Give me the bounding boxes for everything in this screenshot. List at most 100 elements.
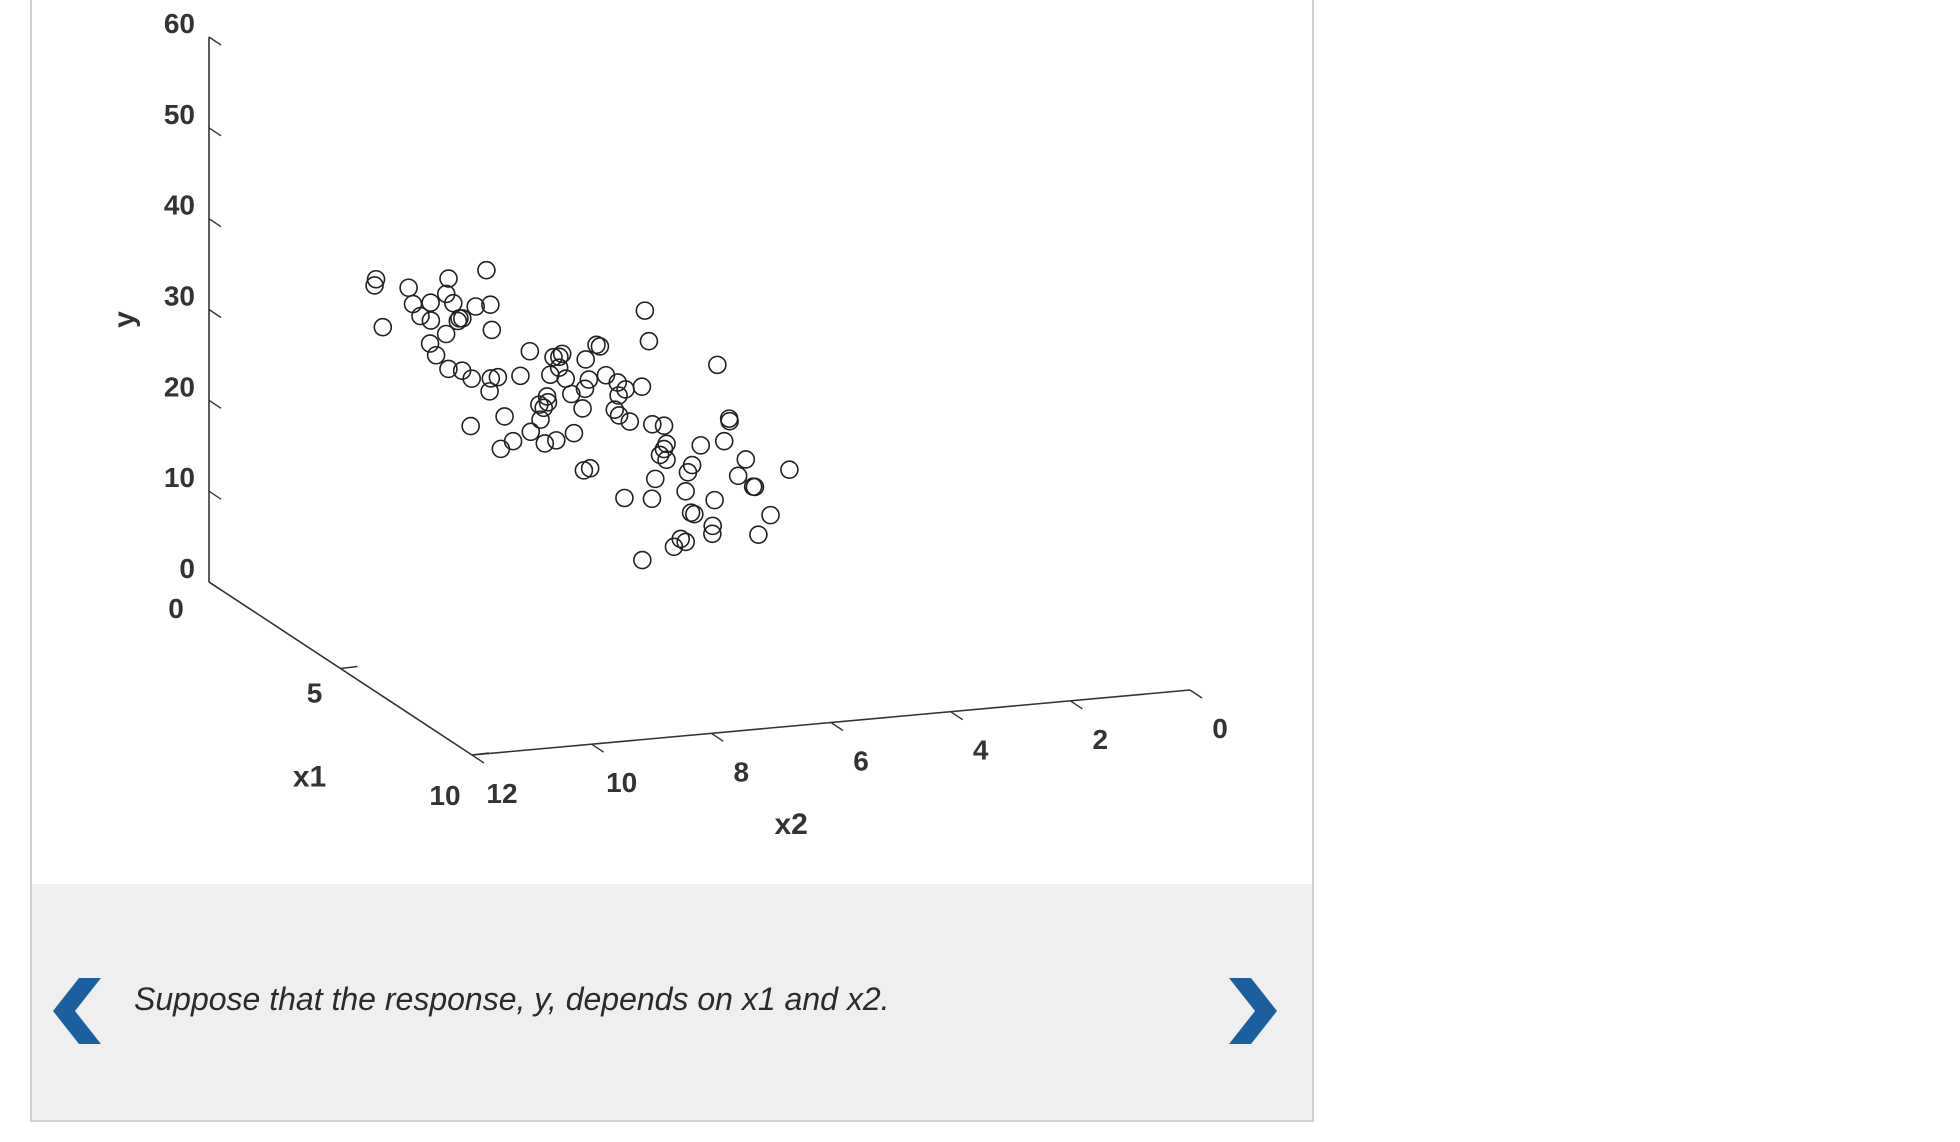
x2-tick-label: 10 [606, 767, 637, 798]
data-point [535, 434, 555, 453]
x2-tick-label: 4 [973, 735, 989, 766]
data-point [633, 550, 652, 570]
data-point [678, 463, 698, 482]
data-point [461, 416, 480, 436]
data-point [573, 399, 592, 418]
scatter-3d-plot: 0 10 20 30 40 50 60 0 5 10 12 10 8 6 4 2 0 y x1 x2 [32, 0, 1316, 884]
data-point [439, 359, 458, 379]
data-point [596, 365, 616, 385]
data-point [547, 431, 566, 450]
z-tick-label: 20 [164, 371, 195, 402]
data-point [420, 334, 440, 353]
data-point [421, 311, 441, 330]
data-point [590, 337, 610, 356]
data-point [605, 400, 625, 419]
x1-tick-mark [340, 665, 358, 670]
chevron-right-icon [1229, 978, 1277, 1044]
x2-tick-mark [591, 743, 605, 753]
data-point [587, 335, 606, 355]
caption-text: Suppose that the response, y, depends on… [134, 981, 890, 1017]
data-point [436, 324, 456, 344]
data-point [703, 516, 722, 536]
data-point [488, 367, 508, 387]
data-point [719, 409, 739, 428]
data-point [691, 436, 711, 455]
x2-tick-mark [710, 732, 724, 742]
data-point [743, 477, 763, 496]
data-point [676, 482, 695, 501]
data-point [466, 297, 485, 316]
z-tick-mark [208, 399, 222, 409]
data-point [399, 278, 418, 298]
data-point [579, 370, 599, 389]
data-point [708, 355, 727, 375]
data-point [749, 525, 768, 544]
z-tick-label: 30 [164, 281, 195, 312]
data-point [681, 503, 701, 522]
data-point [421, 293, 440, 312]
z-tick-mark [208, 308, 222, 319]
data-point [544, 347, 563, 367]
x2-tick-mark [950, 711, 964, 721]
data-point [480, 382, 499, 401]
data-point [635, 301, 655, 320]
z-tick-mark [208, 127, 222, 137]
data-point [503, 431, 523, 451]
data-point [714, 431, 734, 451]
data-point [448, 311, 468, 331]
z-tick-label: 0 [179, 553, 195, 584]
data-point [574, 461, 594, 480]
data-point [538, 393, 558, 412]
data-point [639, 331, 659, 351]
data-point [541, 365, 560, 385]
x2-tick-mark [1069, 700, 1083, 710]
x1-axis-label: x1 [293, 761, 326, 794]
data-point [482, 320, 502, 340]
x2-tick-mark [471, 754, 485, 764]
data-point [642, 489, 662, 509]
data-point [552, 344, 572, 364]
data-point [657, 450, 676, 470]
x2-tick-mark [830, 721, 844, 732]
x1-tick-label: 10 [429, 780, 460, 811]
z-axis-label: y [108, 311, 141, 328]
z-tick-mark [208, 36, 222, 46]
data-point [550, 347, 569, 367]
data-point [654, 416, 674, 436]
data-point [534, 398, 554, 418]
z-tick-label: 50 [164, 99, 195, 130]
data-point [564, 423, 584, 443]
data-point [703, 524, 722, 544]
caption-bar: Suppose that the response, y, depends on… [32, 884, 1312, 1120]
data-point [491, 439, 511, 459]
previous-button[interactable] [49, 976, 105, 1046]
data-point [452, 361, 472, 380]
data-point [537, 387, 557, 406]
next-button[interactable] [1225, 976, 1281, 1046]
x1-tick-label: 5 [307, 678, 323, 709]
x2-tick-label: 6 [853, 746, 869, 777]
x2-axis-label: x2 [774, 808, 807, 841]
data-point [615, 488, 634, 508]
x1-tick-mark [471, 752, 490, 756]
x2-tick-label: 8 [734, 756, 750, 787]
data-point [511, 366, 530, 386]
data-point [403, 294, 423, 314]
data-point [481, 369, 501, 388]
data-point [685, 504, 704, 524]
z-tick-label: 60 [164, 8, 195, 39]
x2-tick-mark [1189, 689, 1203, 699]
data-point [450, 309, 469, 328]
z-tick-label: 40 [164, 190, 195, 221]
x2-tick-label: 2 [1093, 724, 1109, 755]
question-panel: 0 10 20 30 40 50 60 0 5 10 12 10 8 6 4 2 0 y x1 x2 Suppose … [30, 0, 1314, 1122]
x2-tick-label: 12 [486, 778, 517, 809]
data-point [481, 295, 500, 315]
data-point [780, 460, 799, 479]
z-tick-mark [208, 218, 222, 228]
data-point [657, 434, 676, 454]
z-tick-label: 10 [164, 462, 195, 493]
data-point [761, 505, 780, 525]
data-point [576, 350, 596, 369]
